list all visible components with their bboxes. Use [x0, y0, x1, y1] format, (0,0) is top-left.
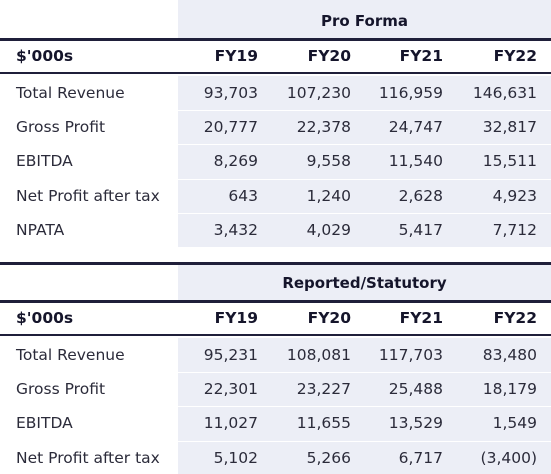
row-divider: [0, 440, 551, 442]
data-shade: [178, 338, 551, 474]
row-label: NPATA: [16, 220, 65, 239]
row-divider: [0, 110, 551, 112]
row-value: 643: [228, 186, 258, 205]
row-label: Total Revenue: [16, 84, 125, 102]
row-value: 4,923: [492, 186, 537, 205]
row-divider: [0, 406, 551, 408]
top-rule: [0, 262, 551, 265]
row-divider: [0, 372, 551, 374]
header-year: FY22: [493, 47, 537, 65]
group-title: Reported/Statutory: [282, 274, 447, 292]
header-year: FY19: [214, 47, 258, 65]
row-value: (3,400): [480, 448, 537, 467]
row-value: 23,227: [296, 380, 351, 399]
row-value: 11,027: [203, 414, 258, 433]
row-value: 5,102: [213, 448, 258, 467]
row-label: Gross Profit: [16, 380, 106, 399]
row-value: 20,777: [203, 118, 258, 137]
header-year: FY22: [493, 309, 537, 327]
subheader-rule: [0, 72, 551, 74]
row-value: 1,549: [492, 414, 537, 433]
header-year: FY19: [214, 309, 258, 327]
row-value: 146,631: [472, 84, 537, 102]
subheader-rule: [0, 334, 551, 336]
row-label: Total Revenue: [16, 346, 125, 364]
row-label: Net Profit after tax: [16, 186, 160, 205]
row-value: 8,269: [213, 152, 258, 171]
row-value: 22,301: [203, 380, 258, 399]
header-rule: [0, 300, 551, 303]
row-value: 9,558: [306, 152, 351, 171]
row-value: 108,081: [286, 346, 351, 364]
row-value: 95,231: [203, 346, 258, 364]
row-value: 93,703: [203, 84, 258, 102]
row-value: 5,417: [398, 220, 443, 239]
row-value: 13,529: [388, 414, 443, 433]
row-divider: [0, 178, 551, 180]
header-label: $'000s: [16, 47, 74, 65]
group-band: [178, 265, 551, 300]
row-value: 4,029: [306, 220, 351, 239]
data-shade: [178, 76, 551, 247]
row-label: EBITDA: [16, 414, 73, 433]
row-value: 107,230: [286, 84, 351, 102]
row-value: 22,378: [296, 118, 351, 137]
row-divider: [0, 212, 551, 214]
row-divider: [0, 144, 551, 146]
header-year: FY20: [307, 47, 351, 65]
row-value: 25,488: [388, 380, 443, 399]
group-title: Pro Forma: [320, 12, 408, 30]
row-value: 15,511: [482, 152, 537, 171]
header-rule: [0, 38, 551, 41]
row-value: 83,480: [482, 346, 537, 364]
row-value: 2,628: [398, 186, 443, 205]
group-band: [178, 0, 551, 38]
row-value: 117,703: [378, 346, 443, 364]
header-year: FY21: [399, 47, 443, 65]
row-value: 11,540: [388, 152, 443, 171]
row-value: 116,959: [378, 84, 443, 102]
row-label: Net Profit after tax: [16, 448, 160, 467]
row-value: 7,712: [492, 220, 537, 239]
row-value: 5,266: [306, 448, 351, 467]
row-label: EBITDA: [16, 152, 73, 171]
row-value: 11,655: [296, 414, 351, 433]
row-value: 6,717: [398, 448, 443, 467]
header-label: $'000s: [16, 309, 74, 327]
row-value: 18,179: [482, 380, 537, 399]
row-label: Gross Profit: [16, 118, 106, 137]
row-value: 1,240: [306, 186, 351, 205]
header-year: FY21: [399, 309, 443, 327]
header-year: FY20: [307, 309, 351, 327]
row-value: 3,432: [213, 220, 258, 239]
row-value: 32,817: [482, 118, 537, 137]
row-value: 24,747: [388, 118, 443, 137]
